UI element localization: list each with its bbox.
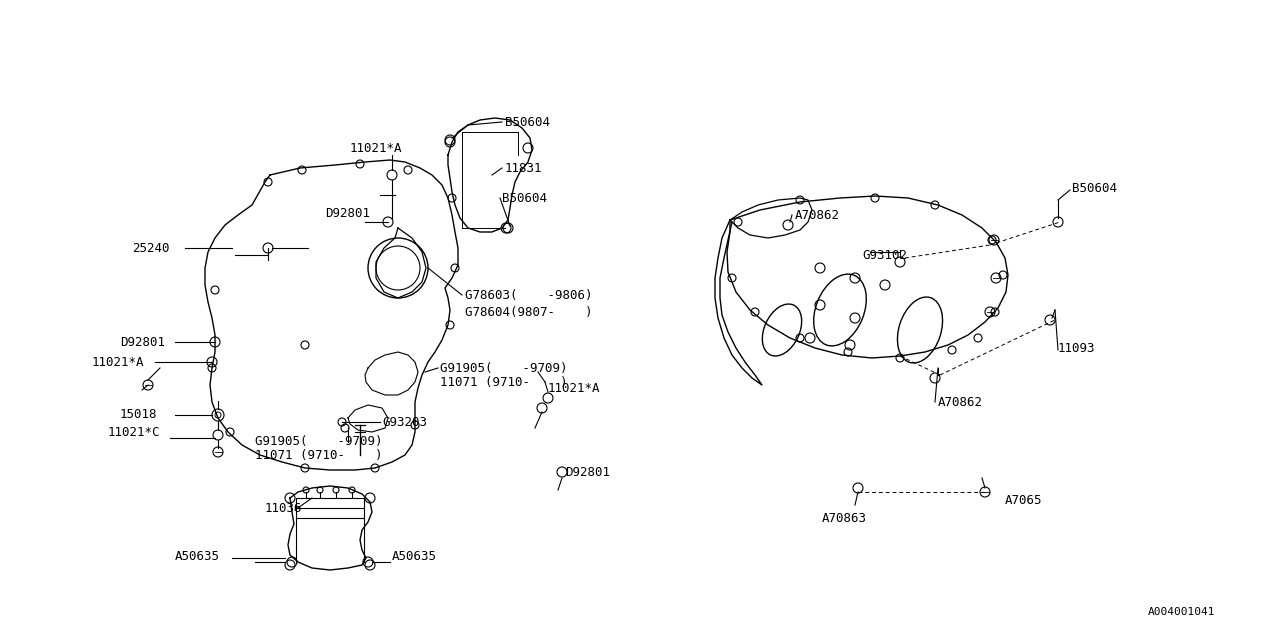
Text: 11021*A: 11021*A: [92, 355, 145, 369]
Text: 11071 (9710-    ): 11071 (9710- ): [255, 449, 383, 463]
Text: D92801: D92801: [325, 207, 370, 220]
Text: 11093: 11093: [1059, 342, 1096, 355]
Text: B50604: B50604: [1073, 182, 1117, 195]
Text: G91905(    -9709): G91905( -9709): [255, 435, 383, 449]
Text: 11021*A: 11021*A: [548, 381, 600, 394]
Text: G78603(    -9806): G78603( -9806): [465, 289, 593, 301]
Text: 25240: 25240: [132, 241, 169, 255]
Text: G91905(    -9709): G91905( -9709): [440, 362, 567, 374]
Text: A004001041: A004001041: [1148, 607, 1216, 617]
Text: B50604: B50604: [506, 115, 550, 129]
Text: A50635: A50635: [175, 550, 220, 563]
Text: 11021*A: 11021*A: [349, 141, 402, 154]
Text: B50604: B50604: [502, 191, 547, 205]
Text: D92801: D92801: [120, 335, 165, 349]
Text: A70862: A70862: [795, 209, 840, 221]
Text: D92801: D92801: [564, 465, 611, 479]
Text: 11071 (9710-    ): 11071 (9710- ): [440, 376, 567, 388]
Text: G93203: G93203: [381, 415, 428, 429]
Text: G78604(9807-    ): G78604(9807- ): [465, 305, 593, 319]
Text: 11036: 11036: [265, 502, 302, 515]
Text: 11021*C: 11021*C: [108, 426, 160, 438]
Text: A7065: A7065: [1005, 493, 1042, 506]
Text: 11831: 11831: [506, 161, 543, 175]
Text: G93102: G93102: [861, 248, 908, 262]
Text: A70862: A70862: [938, 396, 983, 408]
Text: 15018: 15018: [120, 408, 157, 422]
Text: A70863: A70863: [822, 511, 867, 525]
Text: A50635: A50635: [392, 550, 436, 563]
